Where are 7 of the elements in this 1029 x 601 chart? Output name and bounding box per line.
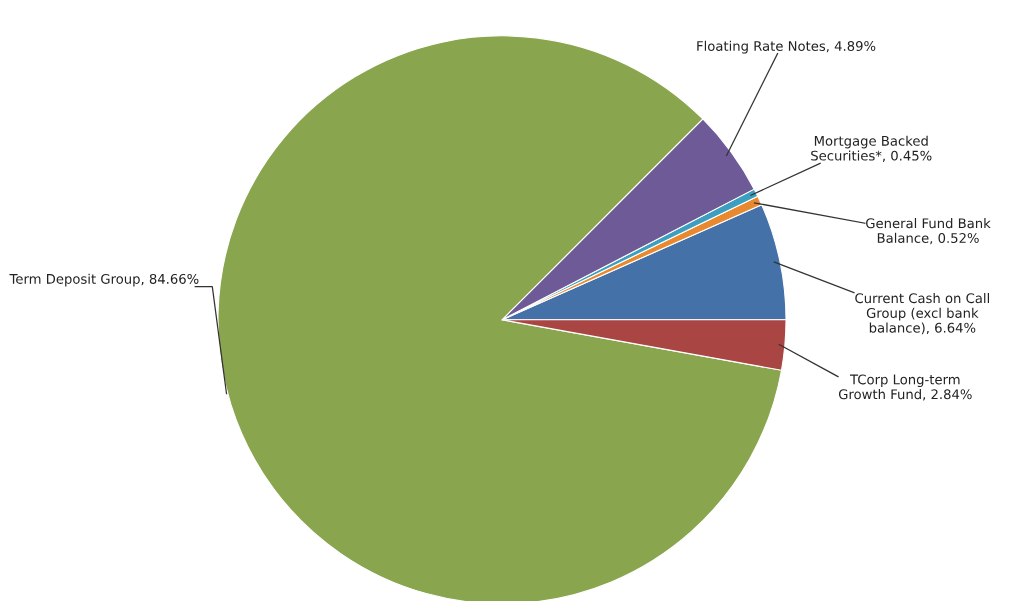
slice-label: Mortgage Backed Securities*, 0.45% xyxy=(811,135,932,162)
pie-slice xyxy=(217,35,783,601)
slice-label: Floating Rate Notes, 4.89% xyxy=(697,40,876,54)
slice-label: Current Cash on Call Group (excl bank balance), 6.64% xyxy=(855,292,989,335)
slice-label: TCorp Long-term Growth Fund, 2.84% xyxy=(838,374,972,401)
slice-label: General Fund Bank Balance, 0.52% xyxy=(866,217,991,245)
slice-label: Term Deposit Group, 84.66% xyxy=(9,273,199,287)
